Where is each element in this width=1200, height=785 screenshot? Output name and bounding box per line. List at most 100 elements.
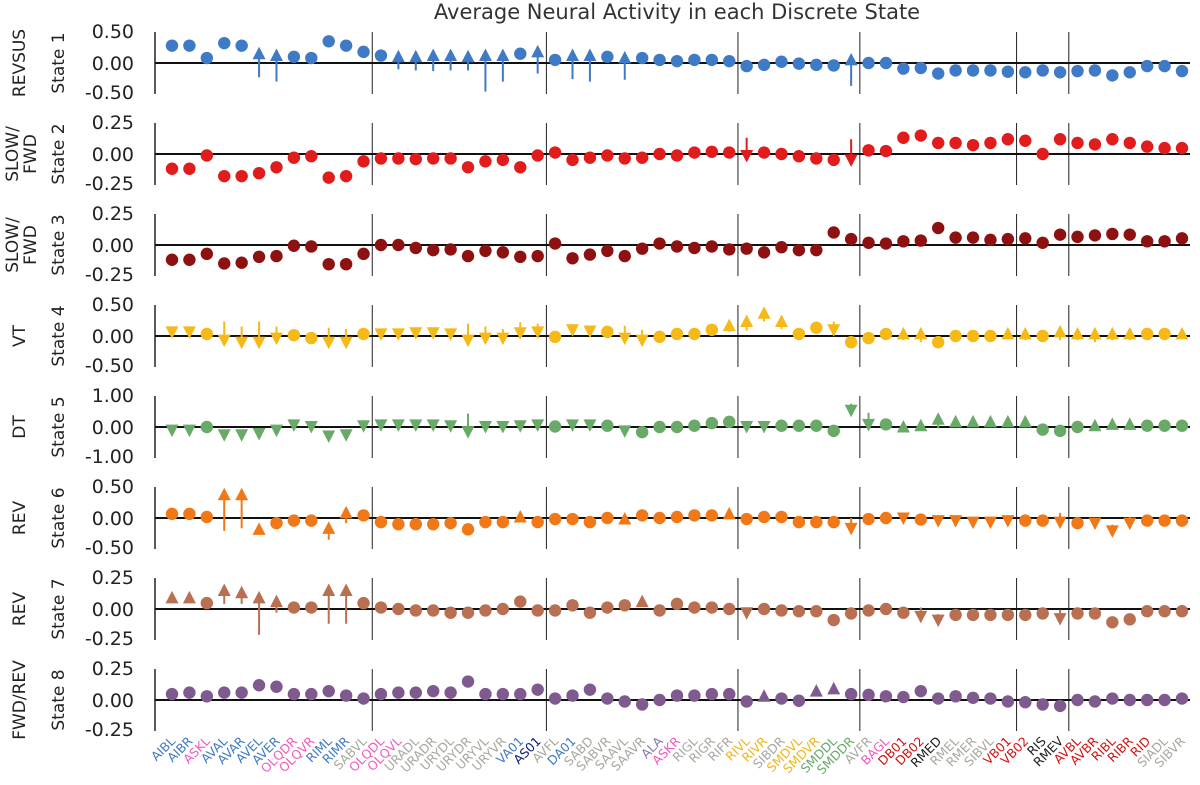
point-va01: [514, 250, 527, 264]
y-tick-label: -0.25: [85, 719, 134, 741]
point-uradr: [427, 604, 440, 617]
point-avar: [235, 686, 248, 699]
point-rmev: [1053, 424, 1067, 438]
point-db02: [914, 326, 928, 340]
point-sibdr: [775, 419, 788, 432]
state-label: State 2: [49, 123, 69, 184]
point-smdvl: [792, 327, 806, 341]
point-sabvr: [601, 325, 614, 339]
y-tick-label: 0.00: [92, 53, 134, 75]
point-olqvl: [392, 518, 405, 531]
point-rigl: [688, 146, 701, 159]
point-avbr: [1088, 695, 1102, 708]
point-avfr: [862, 331, 875, 345]
point-rimr: [339, 39, 353, 52]
point-uryvl: [479, 515, 492, 529]
point-rivr: [757, 146, 771, 159]
panel-state-2: 0.25 0.00 -0.25 State 2 SLOW/FWD: [3, 112, 1190, 195]
point-rmel: [949, 414, 963, 428]
point-rigr: [705, 323, 719, 336]
point-ribr: [1123, 136, 1136, 150]
point-aibl: [165, 687, 179, 701]
point-ribl: [1105, 326, 1119, 340]
point-bagl: [879, 690, 893, 703]
y-tick-label: 1.00: [92, 385, 134, 407]
point-sabvl: [357, 420, 371, 433]
panel-state-1: 0.50 0.00 -0.50 State 1 REVSUS: [10, 21, 1190, 104]
point-olqdr: [287, 514, 301, 527]
state-label: State 3: [49, 214, 69, 275]
point-uryvl: [479, 604, 492, 617]
point-ribl: [1105, 525, 1119, 538]
point-askr: [670, 149, 684, 162]
point-riml: [322, 35, 335, 48]
point-olqvr: [305, 51, 318, 65]
point-va01: [514, 47, 527, 60]
point-vb02: [1018, 414, 1032, 428]
point-as01: [531, 419, 545, 432]
point-aibr: [183, 162, 196, 175]
point-sabd: [583, 48, 597, 62]
point-avel: [252, 427, 266, 441]
y-tick-label: 0.00: [92, 235, 134, 257]
point-olqvl: [392, 152, 405, 165]
point-vb01: [1001, 515, 1015, 528]
point-smdvr: [810, 515, 823, 529]
point-aibl: [165, 326, 179, 339]
point-rifr: [722, 506, 736, 520]
y-tick-label: -0.25: [85, 628, 134, 650]
point-ris: [1036, 607, 1049, 620]
point-smddl: [827, 324, 841, 337]
point-saavl: [618, 152, 631, 165]
behavior-label: DT: [10, 415, 30, 439]
point-sabd: [583, 606, 597, 619]
point-rmed: [932, 692, 945, 705]
point-sabvl: [357, 596, 370, 610]
point-da01: [566, 252, 579, 265]
point-sabvl: [357, 509, 370, 522]
point-olqvr: [304, 420, 318, 434]
point-ribr: [1123, 417, 1137, 430]
point-avel: [252, 250, 266, 264]
point-ris: [1036, 236, 1049, 249]
point-da01: [566, 689, 579, 702]
point-ribl: [1106, 227, 1119, 241]
point-db02: [914, 513, 927, 526]
point-rigl: [688, 601, 701, 614]
behavior-label-line: SLOW/: [3, 217, 23, 273]
point-ribr: [1123, 228, 1136, 241]
point-rigr: [705, 240, 719, 253]
point-aibl: [165, 39, 179, 52]
point-ris: [1036, 698, 1049, 711]
point-sabvr: [601, 419, 614, 432]
point-sibvr: [1175, 141, 1189, 155]
point-ribr: [1123, 693, 1136, 707]
point-saavr: [635, 509, 649, 522]
state-label: State 7: [49, 578, 69, 639]
panel-state-5: 1.00 0.00 -1.00 State 5 DT: [10, 385, 1190, 468]
point-rmev: [1053, 324, 1067, 338]
point-vb01: [1001, 133, 1015, 146]
point-aval: [218, 169, 231, 183]
point-ris: [1036, 329, 1049, 343]
point-smdvl: [792, 150, 806, 163]
point-rmed: [931, 515, 945, 528]
point-uradr: [426, 327, 440, 340]
point-avel: [252, 679, 266, 692]
point-askr: [670, 510, 684, 524]
point-smdvr: [810, 243, 823, 257]
behavior-label: REV: [10, 592, 30, 627]
panels-group: 0.50 0.00 -0.50 State 1 REVSUS 0.25 0.00 -0.25 S…: [3, 21, 1190, 741]
point-smddr: [844, 154, 858, 167]
point-olqdr: [287, 328, 301, 342]
point-smdvr: [810, 58, 823, 72]
point-rifr: [723, 243, 736, 256]
point-aval: [217, 583, 231, 597]
point-smddr: [844, 522, 858, 536]
point-smddr: [844, 336, 858, 349]
point-olqvl: [391, 328, 405, 341]
point-smdvl: [792, 694, 806, 707]
y-tick-label: -0.50: [85, 82, 134, 104]
point-rigl: [688, 241, 701, 255]
